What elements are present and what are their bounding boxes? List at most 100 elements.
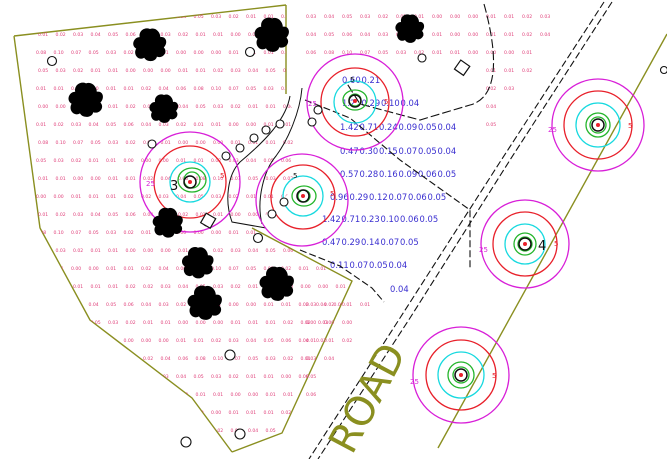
illuminance-value: 0.03 — [213, 284, 223, 290]
shrub-icon — [46, 55, 58, 67]
illuminance-value: 0.00 — [91, 176, 101, 182]
illuminance-value: 0.05 — [264, 338, 274, 344]
illuminance-value: 0.00 — [71, 266, 81, 272]
illuminance-value: 0.00 — [468, 50, 478, 56]
illuminance-value: 0.04 — [299, 158, 309, 164]
illuminance-value: 0.00 — [301, 284, 311, 290]
illuminance-value: 0.04 — [178, 104, 188, 110]
illuminance-value: 0.02 — [71, 338, 81, 344]
illuminance-value: 0.05 — [306, 374, 316, 380]
contour-label-red: 5 — [492, 372, 496, 380]
illuminance-value: 0.03 — [106, 410, 116, 416]
illuminance-value: 0.04 — [248, 428, 258, 434]
illuminance-value: 0.02 — [178, 32, 188, 38]
illuminance-value: 0.01 — [178, 428, 188, 434]
illuminance-value: 0.01 — [266, 392, 276, 398]
illuminance-value: 0.01 — [178, 68, 188, 74]
illuminance-value: 0.01 — [213, 212, 223, 218]
illuminance-reading: 0.09 — [399, 122, 418, 132]
illuminance-value: 0.00 — [324, 320, 334, 326]
illuminance-value: 0.02 — [73, 248, 83, 254]
illuminance-value: 0.01 — [231, 140, 241, 146]
illuminance-value: 0.01 — [231, 320, 241, 326]
illuminance-value: 0.02 — [141, 14, 151, 20]
illuminance-value: 0.00 — [316, 374, 326, 380]
contours-pole-4 — [139, 131, 241, 233]
contours-pole-2 — [480, 199, 570, 289]
illuminance-value: 0.07 — [360, 50, 370, 56]
illuminance-value: 0.10 — [342, 50, 352, 56]
illuminance-value: 0.02 — [299, 230, 309, 236]
illuminance-value: 0.02 — [178, 212, 188, 218]
illuminance-value: 0.01 — [126, 176, 136, 182]
illuminance-value: 0.00 — [318, 284, 328, 290]
illuminance-value: 0.03 — [211, 374, 221, 380]
illuminance-value: 0.07 — [231, 356, 241, 362]
illuminance-value: 0.01 — [176, 158, 186, 164]
illuminance-value: 0.01 — [143, 320, 153, 326]
illuminance-value: 0.06 — [306, 50, 316, 56]
illuminance-value: 0.01 — [283, 392, 293, 398]
illuminance-value: 0.03 — [73, 32, 83, 38]
illuminance-value: 0.05 — [194, 14, 204, 20]
illuminance-value: 0.01 — [141, 230, 151, 236]
illuminance-value: 0.01 — [246, 410, 256, 416]
illuminance-value: 0.06 — [178, 356, 188, 362]
illuminance-value: 0.00 — [450, 32, 460, 38]
shrub-icon — [221, 151, 231, 161]
illuminance-value: 0.02 — [522, 68, 532, 74]
illuminance-value: 0.05 — [378, 50, 388, 56]
illuminance-value: 0.03 — [211, 14, 221, 20]
illuminance-reading: 0.29 — [350, 192, 369, 202]
illuminance-value: 0.07 — [229, 86, 239, 92]
illuminance-reading: 0.47 — [322, 237, 341, 247]
illuminance-value: 0.02 — [229, 194, 239, 200]
pole-label-4: 3 — [170, 179, 178, 194]
illuminance-value: 0.03 — [71, 302, 81, 308]
illuminance-reading: 0.05 — [418, 146, 437, 156]
illuminance-value: 0.01 — [213, 32, 223, 38]
illuminance-value: 0.04 — [141, 122, 151, 128]
illuminance-value: 0.06 — [334, 302, 344, 308]
illuminance-value: 0.01 — [106, 338, 116, 344]
illuminance-value: 0.01 — [264, 410, 274, 416]
illuminance-value: 0.01 — [176, 338, 186, 344]
illuminance-value: 0.02 — [141, 86, 151, 92]
illuminance-value: 0.00 — [56, 284, 66, 290]
illuminance-value: 0.00 — [468, 14, 478, 20]
illuminance-value: 0.01 — [38, 32, 48, 38]
illuminance-value: 0.02 — [141, 374, 151, 380]
shrub-icon — [279, 197, 289, 207]
illuminance-reading: 0.05 — [428, 192, 447, 202]
illuminance-value: 0.04 — [299, 338, 309, 344]
illuminance-reading: 0.04 — [401, 98, 420, 108]
illuminance-value: 0.05 — [266, 248, 276, 254]
illuminance-value: 0.01 — [194, 158, 204, 164]
illuminance-value: 0.01 — [324, 338, 334, 344]
illuminance-value: 0.04 — [324, 14, 334, 20]
luminaire-markers — [183, 94, 605, 382]
illuminance-value: 0.02 — [141, 194, 151, 200]
illuminance-value: 0.05 — [108, 212, 118, 218]
illuminance-value: 0.01 — [38, 176, 48, 182]
illuminance-grid-blue: 0.60 0.211.2 0.29 0.10 0.041.42 0.71 0.24 0.09 0… — [322, 75, 456, 294]
illuminance-value: 0.01 — [108, 104, 118, 110]
site-furniture — [199, 59, 471, 230]
illuminance-value: 0.07 — [71, 50, 81, 56]
illuminance-value: 0.00 — [194, 230, 204, 236]
illuminance-value: 0.02 — [231, 104, 241, 110]
illuminance-value: 0.10 — [211, 266, 221, 272]
illuminance-value: 0.00 — [299, 374, 309, 380]
illuminance-value: 0.00 — [36, 14, 46, 20]
illuminance-value: 0.06 — [124, 302, 134, 308]
illuminance-value: 0.01 — [106, 14, 116, 20]
illuminance-value: 0.04 — [89, 122, 99, 128]
illuminance-value: 0.04 — [334, 230, 344, 236]
luminaire-pole-6 — [348, 94, 362, 108]
illuminance-value: 0.04 — [324, 356, 334, 362]
illuminance-value: 0.00 — [36, 374, 46, 380]
illuminance-value: 0.00 — [73, 356, 83, 362]
road-label: ROAD — [320, 336, 415, 459]
illuminance-value: 0.03 — [316, 230, 326, 236]
illuminance-value: 0.03 — [504, 86, 514, 92]
